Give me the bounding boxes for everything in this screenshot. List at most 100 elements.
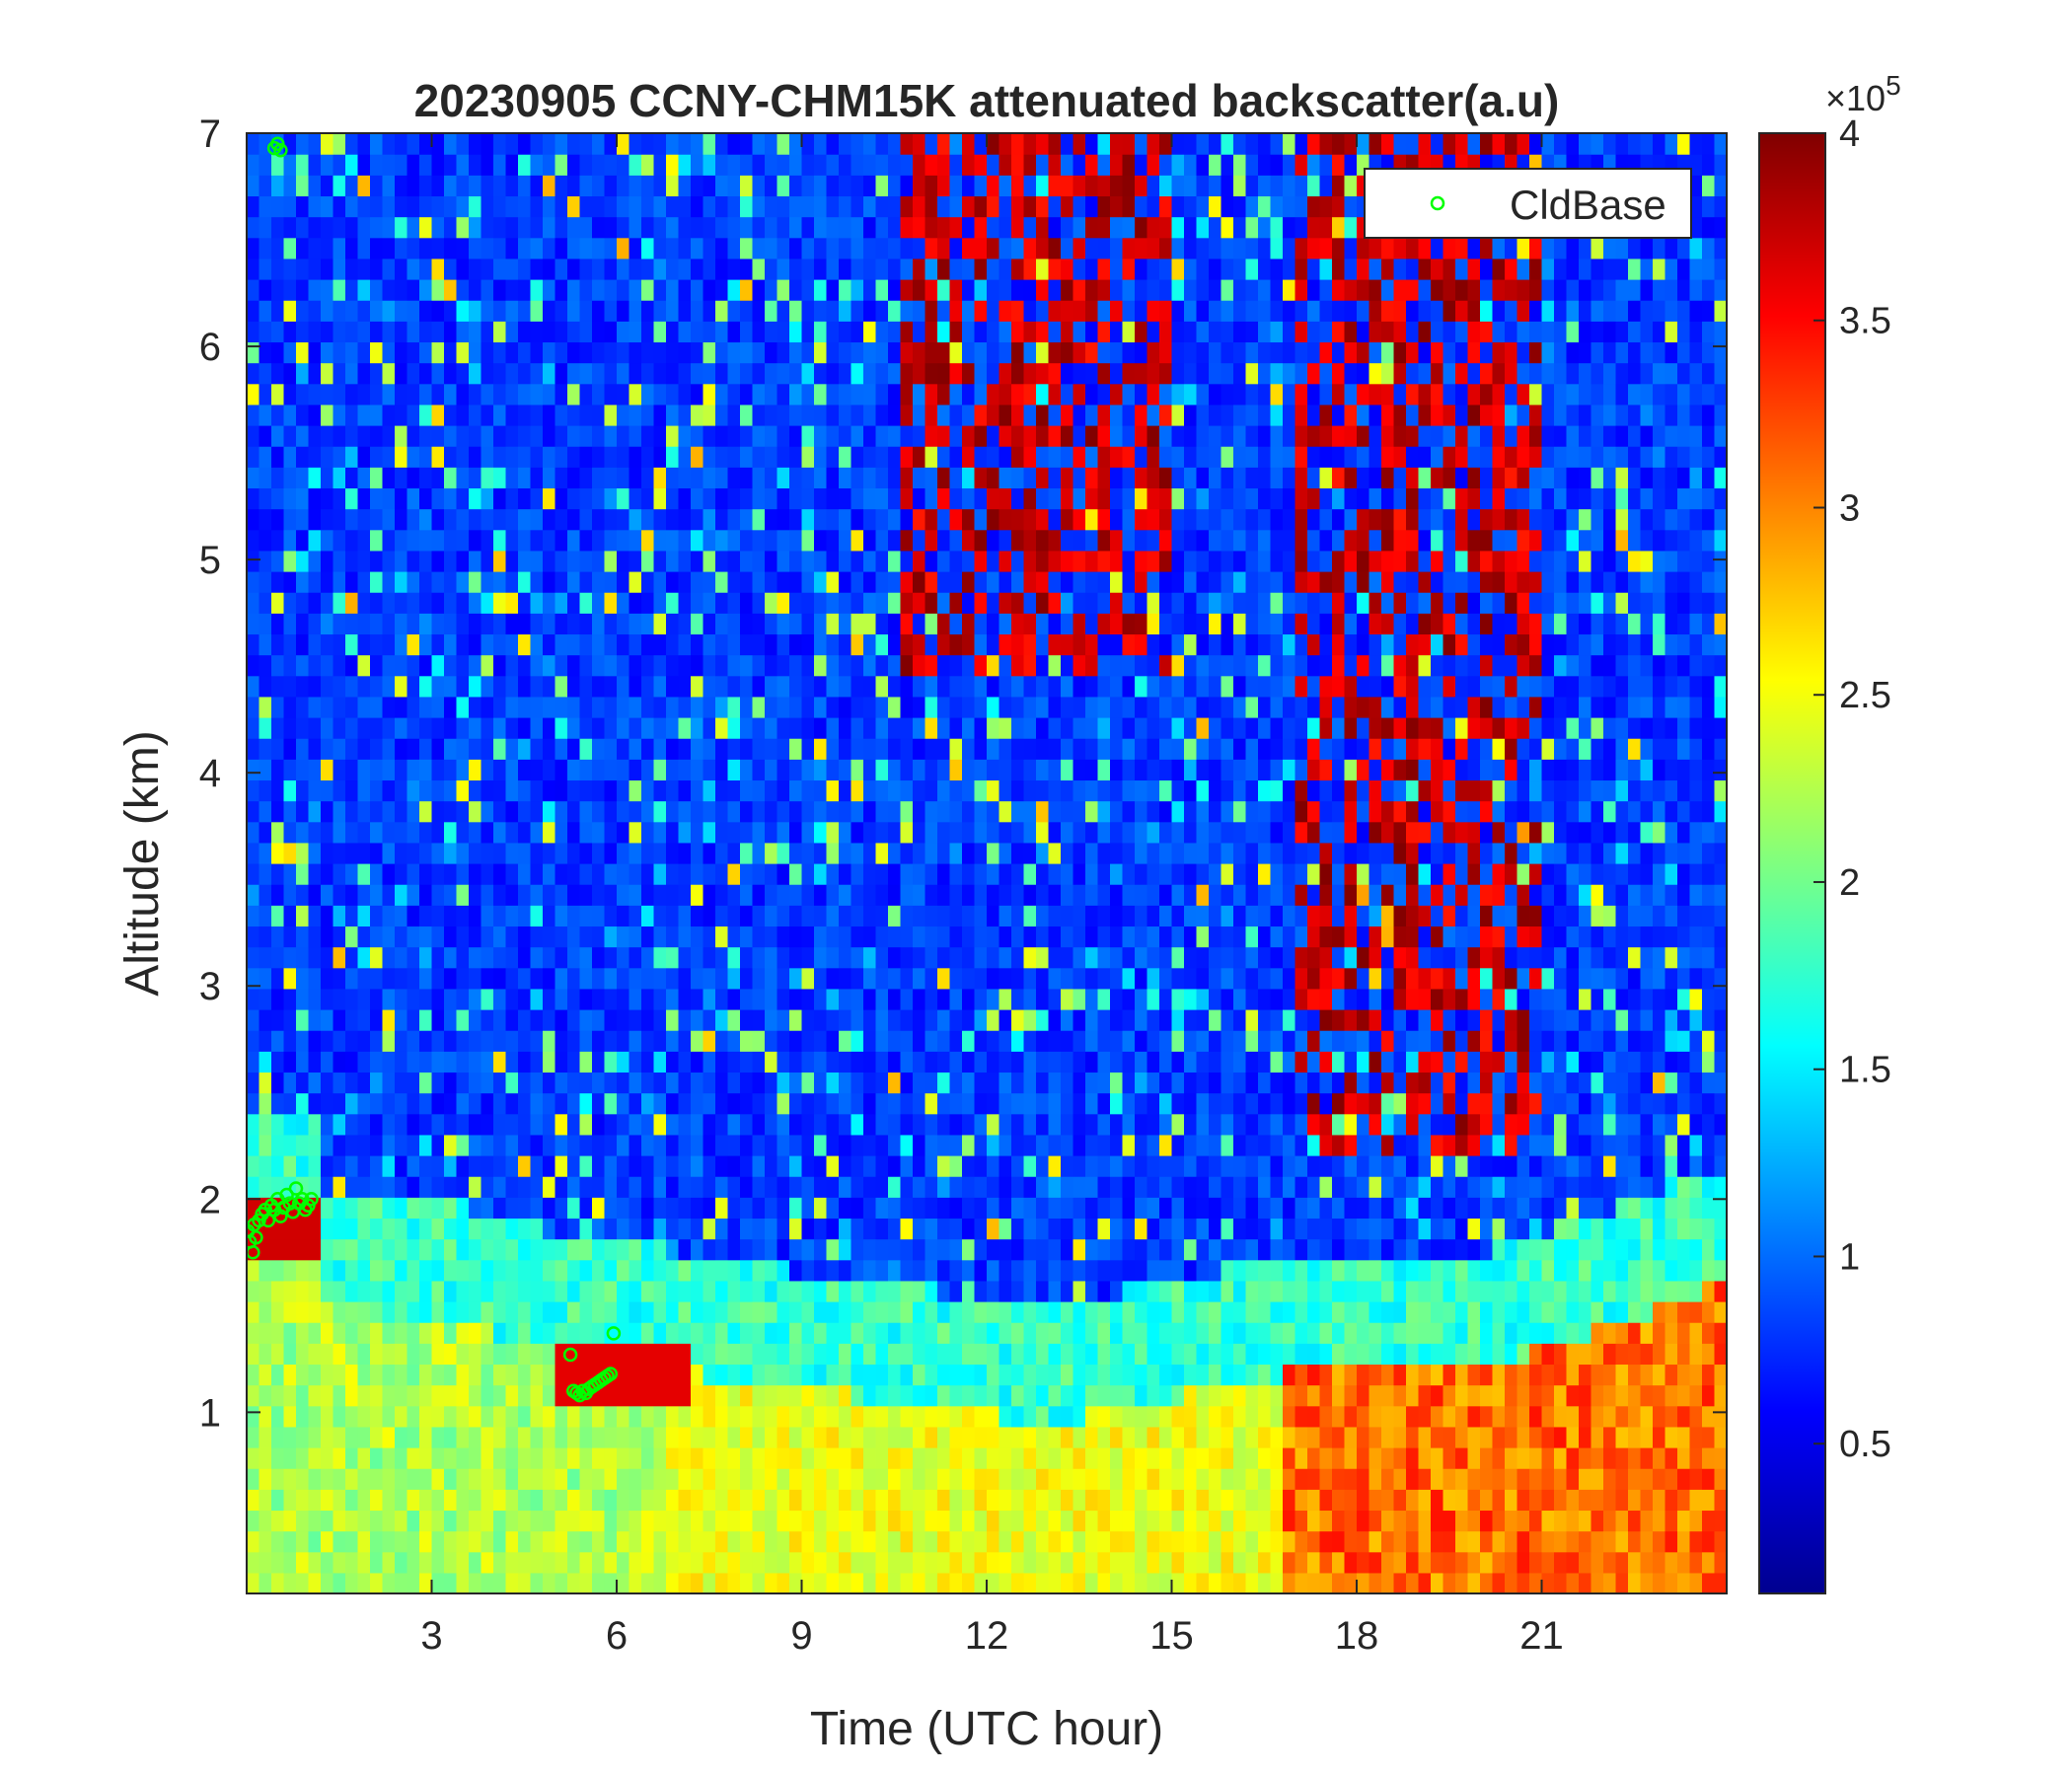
heatmap-cell [1036, 592, 1050, 614]
heatmap-cell [777, 1218, 790, 1240]
heatmap-cell [469, 1405, 482, 1428]
heatmap-cell [962, 925, 976, 948]
heatmap-cell [271, 487, 285, 510]
heatmap-cell [925, 1364, 938, 1386]
heatmap-cell [801, 1343, 815, 1366]
heatmap-cell [925, 1280, 938, 1302]
heatmap-cell [617, 1510, 630, 1532]
heatmap-cell [1122, 1322, 1136, 1344]
heatmap-cell [308, 383, 322, 406]
heatmap-cell [727, 362, 741, 385]
heatmap-cell [604, 633, 618, 656]
heatmap-cell [937, 967, 951, 990]
heatmap-cell [727, 1092, 741, 1115]
heatmap-cell [839, 800, 852, 823]
heatmap-cell [1048, 821, 1062, 844]
heatmap-cell [999, 988, 1012, 1010]
heatmap-cell [715, 175, 729, 197]
heatmap-cell [691, 1489, 704, 1512]
heatmap-cell [617, 675, 630, 698]
heatmap-cell [604, 1301, 618, 1323]
heatmap-cell [913, 1134, 926, 1156]
heatmap-cell [543, 1009, 556, 1031]
heatmap-cell [395, 508, 408, 531]
heatmap-cell [839, 1197, 852, 1220]
heatmap-cell [814, 1551, 828, 1574]
heatmap-cell [530, 1009, 544, 1031]
heatmap-cell [937, 1030, 951, 1052]
heatmap-cell [727, 487, 741, 510]
heatmap-cell [678, 842, 692, 864]
heatmap-cell [1048, 508, 1062, 531]
heatmap-cell [937, 592, 951, 614]
heatmap-cell [987, 216, 1000, 239]
heatmap-cell [505, 1364, 519, 1386]
heatmap-cell [321, 300, 334, 322]
heatmap-cell [247, 925, 260, 948]
heatmap-cell [974, 654, 988, 677]
heatmap-cell [925, 1322, 938, 1344]
heatmap-cell [247, 759, 260, 781]
heatmap-cell [505, 1426, 519, 1448]
heatmap-cell [308, 529, 322, 552]
heatmap-cell [999, 1280, 1012, 1302]
heatmap-cell [839, 1155, 852, 1177]
heatmap-cell [1023, 529, 1037, 552]
heatmap-cell [703, 508, 716, 531]
heatmap-cell [703, 279, 716, 301]
heatmap-cell [703, 383, 716, 406]
heatmap-cell [333, 154, 346, 176]
heatmap-cell [1110, 154, 1124, 176]
heatmap-cell [740, 446, 754, 468]
heatmap-cell [851, 550, 864, 572]
heatmap-cell [999, 321, 1012, 343]
heatmap-cell [641, 383, 655, 406]
heatmap-cell [888, 425, 902, 447]
heatmap-cell [900, 842, 914, 864]
heatmap-cell [1036, 946, 1050, 969]
heatmap-cell [444, 1426, 458, 1448]
heatmap-cell [530, 925, 544, 948]
heatmap-cell [703, 1218, 716, 1240]
heatmap-cell [469, 175, 482, 197]
heatmap-cell [703, 633, 716, 656]
heatmap-cell [715, 654, 729, 677]
heatmap-cell [283, 925, 297, 948]
heatmap-cell [579, 300, 593, 322]
heatmap-cell [469, 633, 482, 656]
heatmap-cell [1085, 675, 1099, 698]
heatmap-cell [987, 1343, 1000, 1366]
heatmap-cell [801, 717, 815, 739]
heatmap-cell [789, 1364, 803, 1386]
heatmap-cell [789, 1072, 803, 1094]
heatmap-cell [247, 404, 260, 426]
heatmap-cell [1048, 675, 1062, 698]
heatmap-cell [308, 738, 322, 760]
heatmap-cell [456, 1426, 470, 1448]
heatmap-cell [727, 1572, 741, 1593]
heatmap-cell [456, 1072, 470, 1094]
heatmap-cell [777, 1051, 790, 1073]
heatmap-cell [395, 779, 408, 802]
heatmap-cell [579, 195, 593, 218]
heatmap-cell [1023, 967, 1037, 990]
heatmap-cell [357, 967, 371, 990]
heatmap-cell [851, 1489, 864, 1512]
heatmap-cell [604, 675, 618, 698]
heatmap-cell [801, 821, 815, 844]
heatmap-cell [530, 800, 544, 823]
heatmap-cell [592, 925, 606, 948]
heatmap-cell [530, 1468, 544, 1490]
heatmap-cell [567, 467, 581, 489]
heatmap-cell [740, 1468, 754, 1490]
heatmap-cell [308, 571, 322, 593]
heatmap-cell [999, 237, 1012, 259]
heatmap-cell [444, 1030, 458, 1052]
heatmap-cell [357, 404, 371, 426]
heatmap-cell [518, 759, 532, 781]
heatmap-cell [727, 1072, 741, 1094]
heatmap-cell [604, 1197, 618, 1220]
heatmap-cell [715, 946, 729, 969]
heatmap-cell [703, 613, 716, 635]
heatmap-cell [518, 905, 532, 927]
